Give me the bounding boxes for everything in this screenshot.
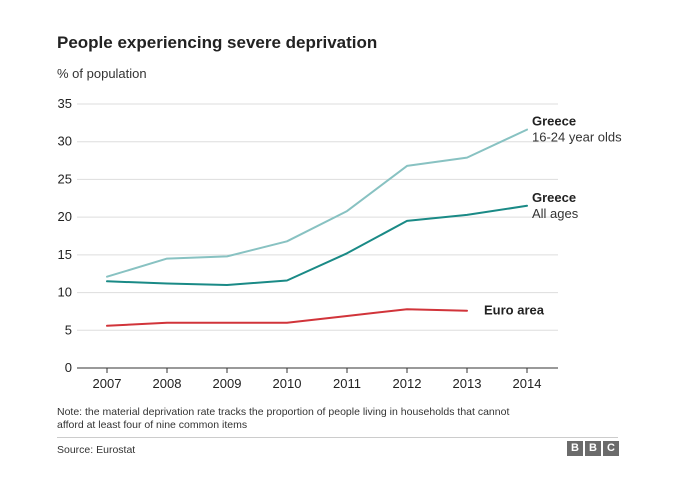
x-tick-label: 2011: [333, 376, 361, 391]
series-label: Greece: [532, 190, 576, 205]
footer-divider: [57, 437, 618, 438]
y-tick-label: 25: [58, 171, 72, 186]
bbc-logo-letter: B: [567, 441, 583, 456]
series-line-2: [107, 206, 527, 285]
y-tick-label: 30: [58, 134, 72, 149]
x-tick-label: 2007: [93, 376, 122, 391]
bbc-logo-letter: C: [603, 441, 619, 456]
x-tick-label: 2008: [153, 376, 182, 391]
y-tick-label: 5: [65, 322, 72, 337]
bbc-logo-letter: B: [585, 441, 601, 456]
y-tick-label: 35: [58, 96, 72, 111]
line-chart: 0 5 10 15 20 25 30 35 2007 2008 2009 2010 2011 2012 20…: [0, 0, 700, 400]
series-label: Greece: [532, 114, 576, 129]
x-tick-label: 2013: [453, 376, 482, 391]
y-tick-label: 10: [58, 285, 72, 300]
x-tick-label: 2009: [213, 376, 242, 391]
series-line-3: [107, 309, 467, 326]
x-tick-label: 2010: [273, 376, 302, 391]
y-tick-label: 0: [65, 360, 72, 375]
chart-note: Note: the material deprivation rate trac…: [57, 406, 527, 432]
bbc-logo: B B C: [567, 441, 619, 456]
y-tick-label: 15: [58, 247, 72, 262]
x-tick-label: 2012: [393, 376, 422, 391]
series-label-sub: All ages: [532, 206, 579, 221]
source-text: Source: Eurostat: [57, 444, 135, 456]
x-tick-label: 2014: [513, 376, 542, 391]
y-tick-label: 20: [58, 209, 72, 224]
series-label: Euro area: [484, 303, 545, 318]
series-label-sub: 16-24 year olds: [532, 130, 622, 145]
